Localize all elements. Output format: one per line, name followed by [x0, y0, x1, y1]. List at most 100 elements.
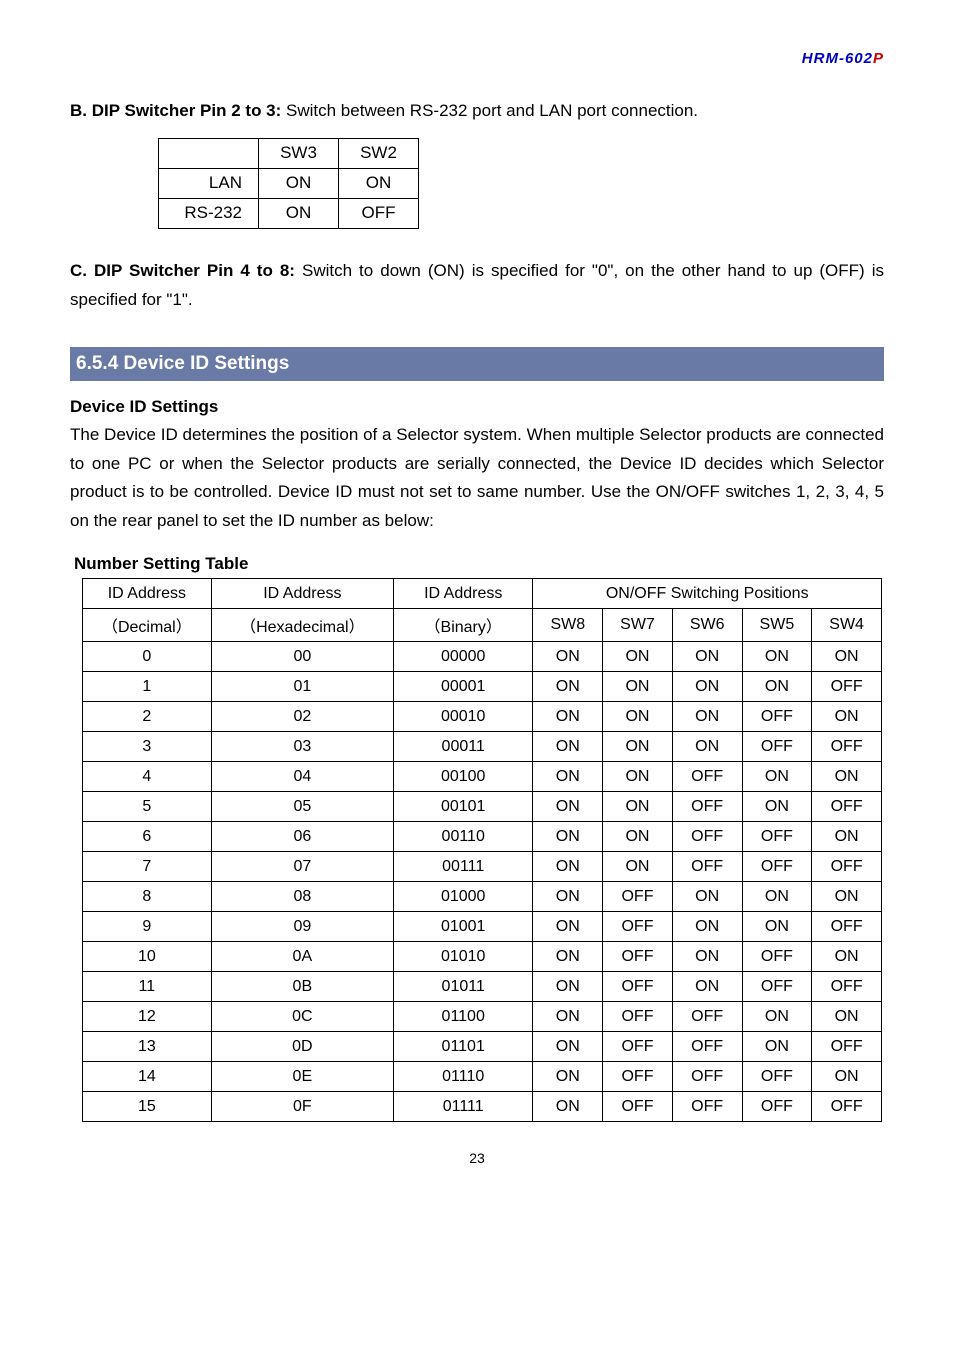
cell: ON	[533, 732, 603, 762]
header-cell: （Binary）	[394, 609, 533, 642]
cell: ON	[533, 882, 603, 912]
cell: OFF	[339, 198, 419, 228]
table-header-row-1: ID Address ID Address ID Address ON/OFF …	[83, 579, 882, 609]
section-c-title: C. DIP Switcher Pin 4 to 8:	[70, 261, 302, 280]
cell: OFF	[812, 912, 882, 942]
table-row: LAN ON ON	[159, 168, 419, 198]
header-cell: SW5	[742, 609, 812, 642]
cell: ON	[812, 762, 882, 792]
cell: ON	[533, 912, 603, 942]
header-cell: SW4	[812, 609, 882, 642]
cell: 00100	[394, 762, 533, 792]
cell: 01110	[394, 1062, 533, 1092]
cell: ON	[603, 732, 673, 762]
cell: ON	[533, 942, 603, 972]
table-row: 110B01011ONOFFONOFFOFF	[83, 972, 882, 1002]
device-id-heading: Device ID Settings	[70, 397, 884, 417]
dip-switch-table: SW3 SW2 LAN ON ON RS-232 ON OFF	[158, 138, 419, 229]
cell: 00001	[394, 672, 533, 702]
cell: 14	[83, 1062, 212, 1092]
table-row: 100A01010ONOFFONOFFON	[83, 942, 882, 972]
cell: ON	[533, 792, 603, 822]
cell: 2	[83, 702, 212, 732]
cell: 15	[83, 1092, 212, 1122]
header-cell: SW7	[603, 609, 673, 642]
header-cell: ON/OFF Switching Positions	[533, 579, 882, 609]
cell: ON	[533, 1002, 603, 1032]
cell: 01101	[394, 1032, 533, 1062]
cell: 8	[83, 882, 212, 912]
cell: 9	[83, 912, 212, 942]
header-cell: ID Address	[394, 579, 533, 609]
cell: ON	[259, 168, 339, 198]
cell: ON	[672, 912, 742, 942]
number-table-heading: Number Setting Table	[74, 554, 884, 574]
header-model-red: P	[873, 50, 884, 67]
cell: 0C	[211, 1002, 393, 1032]
cell: 00110	[394, 822, 533, 852]
table-row: 60600110ONONOFFOFFON	[83, 822, 882, 852]
cell: ON	[812, 702, 882, 732]
section-c-para: C. DIP Switcher Pin 4 to 8: Switch to do…	[70, 257, 884, 315]
cell: OFF	[672, 822, 742, 852]
cell: ON	[742, 912, 812, 942]
cell: OFF	[812, 972, 882, 1002]
cell: 01111	[394, 1092, 533, 1122]
cell: ON	[603, 792, 673, 822]
device-id-text: The Device ID determines the position of…	[70, 421, 884, 537]
cell: 12	[83, 1002, 212, 1032]
cell: OFF	[742, 1062, 812, 1092]
cell: SW3	[259, 138, 339, 168]
cell: SW2	[339, 138, 419, 168]
cell: ON	[672, 942, 742, 972]
cell: ON	[812, 882, 882, 912]
cell: OFF	[812, 1092, 882, 1122]
cell: 7	[83, 852, 212, 882]
table-row: SW3 SW2	[159, 138, 419, 168]
table-row: 120C01100ONOFFOFFONON	[83, 1002, 882, 1032]
cell: 11	[83, 972, 212, 1002]
cell: 01001	[394, 912, 533, 942]
table-row: 30300011ONONONOFFOFF	[83, 732, 882, 762]
section-bar-device-id: 6.5.4 Device ID Settings	[70, 347, 884, 381]
cell: 01	[211, 672, 393, 702]
cell: OFF	[672, 852, 742, 882]
cell: ON	[812, 1062, 882, 1092]
cell: ON	[812, 1002, 882, 1032]
cell: OFF	[812, 792, 882, 822]
cell: 01011	[394, 972, 533, 1002]
cell: OFF	[603, 942, 673, 972]
header-cell: （Hexadecimal）	[211, 609, 393, 642]
cell: OFF	[742, 852, 812, 882]
cell: 06	[211, 822, 393, 852]
cell: ON	[533, 702, 603, 732]
cell: ON	[672, 882, 742, 912]
cell: OFF	[812, 1032, 882, 1062]
cell: OFF	[812, 732, 882, 762]
cell: 6	[83, 822, 212, 852]
table-row: 90901001ONOFFONONOFF	[83, 912, 882, 942]
cell: OFF	[812, 852, 882, 882]
cell: 0B	[211, 972, 393, 1002]
cell: 01010	[394, 942, 533, 972]
table-row: 10100001ONONONONOFF	[83, 672, 882, 702]
cell: 1	[83, 672, 212, 702]
cell: 00011	[394, 732, 533, 762]
cell: 10	[83, 942, 212, 972]
table-row: 70700111ONONOFFOFFOFF	[83, 852, 882, 882]
table-row: 140E01110ONOFFOFFOFFON	[83, 1062, 882, 1092]
cell: ON	[533, 1032, 603, 1062]
cell: 00111	[394, 852, 533, 882]
cell: OFF	[603, 1092, 673, 1122]
cell: ON	[742, 882, 812, 912]
cell: ON	[533, 852, 603, 882]
header-cell: ID Address	[211, 579, 393, 609]
cell: OFF	[742, 972, 812, 1002]
cell: OFF	[812, 672, 882, 702]
cell: ON	[812, 822, 882, 852]
table-row: 00000000ONONONONON	[83, 642, 882, 672]
cell: OFF	[603, 1062, 673, 1092]
cell: LAN	[159, 168, 259, 198]
cell: 0F	[211, 1092, 393, 1122]
number-setting-table: ID Address ID Address ID Address ON/OFF …	[82, 578, 882, 1122]
